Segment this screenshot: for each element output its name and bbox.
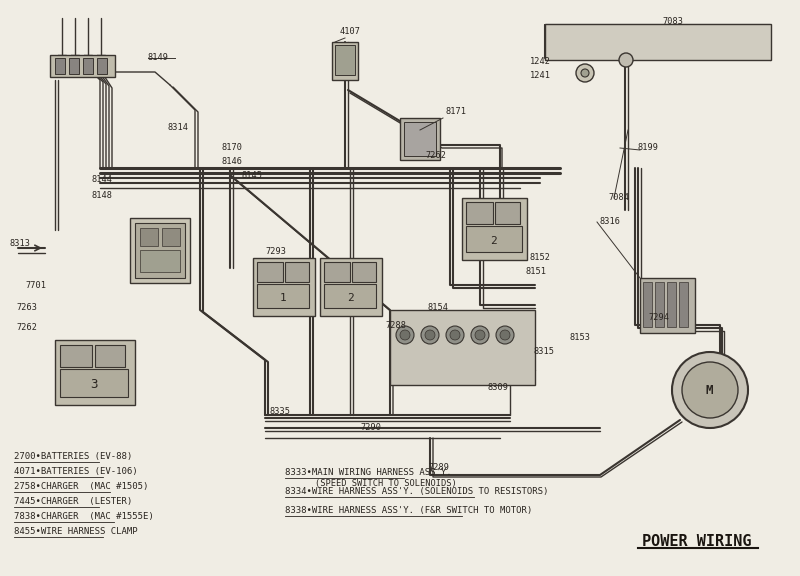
Bar (162, 228, 180, 246)
Circle shape (450, 330, 460, 340)
Text: 4107: 4107 (340, 28, 361, 36)
Circle shape (576, 64, 594, 82)
Bar (83, 58, 93, 74)
Text: 7701: 7701 (25, 281, 46, 290)
Text: 8313: 8313 (10, 240, 31, 248)
Text: POWER WIRING: POWER WIRING (642, 534, 752, 549)
Text: 2758•CHARGER  (MAC #1505): 2758•CHARGER (MAC #1505) (14, 482, 148, 491)
Bar (50, 55, 115, 77)
Text: 8145: 8145 (242, 172, 263, 180)
Text: 1241: 1241 (530, 71, 551, 81)
Text: 7262: 7262 (16, 324, 37, 332)
Bar (140, 228, 158, 246)
Bar (404, 122, 436, 156)
Text: 7084: 7084 (608, 194, 629, 203)
Text: 8309: 8309 (488, 384, 509, 392)
Bar (257, 262, 283, 282)
Bar (324, 262, 350, 282)
Bar (97, 58, 107, 74)
Bar (545, 24, 771, 60)
Bar (667, 282, 676, 327)
Text: 2: 2 (490, 236, 497, 246)
Bar (60, 345, 92, 367)
Bar (335, 45, 355, 75)
Bar (320, 258, 382, 316)
Text: (SPEED SWITCH TO SOLENOIDS): (SPEED SWITCH TO SOLENOIDS) (315, 479, 457, 488)
Text: 8334•WIRE HARNESS ASS'Y. (SOLENOIDS TO RESISTORS): 8334•WIRE HARNESS ASS'Y. (SOLENOIDS TO R… (285, 487, 548, 496)
Text: 8333•MAIN WIRING HARNESS ASS'Y.: 8333•MAIN WIRING HARNESS ASS'Y. (285, 468, 452, 477)
Bar (332, 42, 358, 80)
Bar (95, 345, 125, 367)
Text: 8146: 8146 (222, 157, 243, 166)
Bar (643, 282, 652, 327)
Text: 7289: 7289 (428, 464, 449, 472)
Text: 7294: 7294 (648, 313, 669, 323)
Text: 3: 3 (90, 377, 98, 391)
Bar (655, 282, 664, 327)
Text: 8148: 8148 (92, 191, 113, 199)
Text: 2700•BATTERIES (EV-88): 2700•BATTERIES (EV-88) (14, 452, 132, 461)
Text: 2: 2 (347, 293, 354, 303)
Circle shape (682, 362, 738, 418)
Text: 8455•WIRE HARNESS CLAMP: 8455•WIRE HARNESS CLAMP (14, 527, 138, 536)
Text: 7293: 7293 (265, 248, 286, 256)
Bar (285, 262, 309, 282)
Text: 7290: 7290 (360, 423, 381, 433)
Circle shape (672, 352, 748, 428)
Text: 7445•CHARGER  (LESTER): 7445•CHARGER (LESTER) (14, 497, 132, 506)
Bar (390, 310, 535, 385)
Bar (495, 202, 520, 224)
Circle shape (396, 326, 414, 344)
Bar (130, 218, 190, 283)
Circle shape (581, 69, 589, 77)
Circle shape (619, 53, 633, 67)
Text: 8170: 8170 (222, 143, 243, 153)
Text: 8171: 8171 (445, 108, 466, 116)
Text: 1242: 1242 (530, 58, 551, 66)
Text: 8149: 8149 (148, 54, 169, 63)
Text: 8335: 8335 (270, 407, 291, 416)
Bar (324, 284, 376, 308)
Circle shape (446, 326, 464, 344)
Text: 8144: 8144 (92, 176, 113, 184)
Text: 8315: 8315 (533, 347, 554, 357)
Bar (55, 58, 65, 74)
Text: 8314: 8314 (168, 123, 189, 132)
Bar (352, 262, 376, 282)
Text: 4071•BATTERIES (EV-106): 4071•BATTERIES (EV-106) (14, 467, 138, 476)
Text: 7083: 7083 (662, 17, 683, 26)
Bar (55, 340, 135, 405)
Bar (640, 278, 695, 333)
Bar (135, 223, 185, 278)
Bar (69, 58, 79, 74)
Bar (140, 250, 180, 272)
Bar (60, 369, 128, 397)
Bar (400, 118, 440, 160)
Circle shape (425, 330, 435, 340)
Circle shape (496, 326, 514, 344)
Text: M: M (705, 384, 713, 396)
Text: 8153: 8153 (570, 334, 591, 343)
Text: 7838•CHARGER  (MAC #1555E): 7838•CHARGER (MAC #1555E) (14, 512, 154, 521)
Text: 7262: 7262 (425, 151, 446, 161)
Bar (679, 282, 688, 327)
Text: 7288: 7288 (385, 320, 406, 329)
Text: 8316: 8316 (600, 218, 621, 226)
Text: 7263: 7263 (16, 304, 37, 313)
Circle shape (500, 330, 510, 340)
Bar (257, 284, 309, 308)
Circle shape (421, 326, 439, 344)
Text: 8154: 8154 (428, 304, 449, 313)
Circle shape (475, 330, 485, 340)
Text: 8152: 8152 (530, 253, 551, 263)
Text: 8338•WIRE HARNESS ASS'Y. (F&R SWITCH TO MOTOR): 8338•WIRE HARNESS ASS'Y. (F&R SWITCH TO … (285, 506, 532, 515)
Bar (466, 202, 493, 224)
Bar (466, 226, 522, 252)
Circle shape (471, 326, 489, 344)
Circle shape (400, 330, 410, 340)
Text: 8199: 8199 (638, 143, 659, 153)
Bar (462, 198, 527, 260)
Bar (253, 258, 315, 316)
Text: 8151: 8151 (526, 267, 547, 276)
